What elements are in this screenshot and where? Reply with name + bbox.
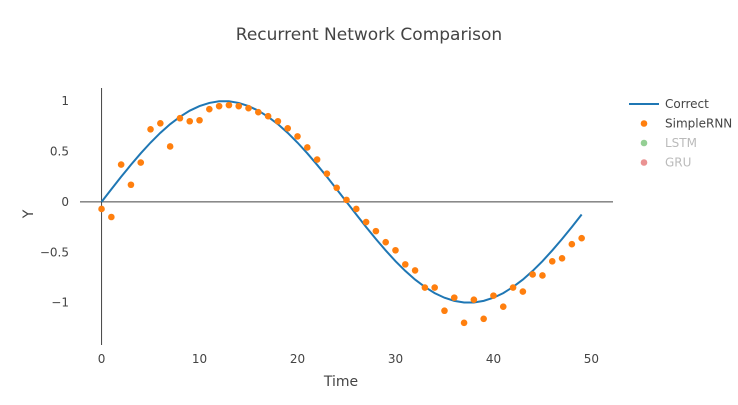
data-point-simplernn[interactable] [294, 133, 301, 140]
x-tick-label: 40 [486, 352, 501, 366]
legend-item-correct[interactable]: Correct [629, 97, 709, 111]
legend-swatch-marker [640, 139, 648, 147]
x-axis-title: Time [323, 374, 358, 390]
legend[interactable]: Correct SimpleRNN LSTM GRU [629, 97, 732, 170]
chart-title: Recurrent Network Comparison [236, 25, 502, 45]
data-point-simplernn[interactable] [127, 181, 135, 189]
data-point-simplernn[interactable] [206, 105, 213, 113]
data-point-simplernn[interactable] [441, 307, 448, 315]
data-point-simplernn[interactable] [245, 104, 252, 112]
y-tick-label: 0.5 [50, 144, 69, 158]
legend-swatch-marker [640, 120, 648, 127]
data-point-simplernn[interactable] [215, 102, 223, 110]
data-point-simplernn[interactable] [157, 119, 164, 127]
data-point-simplernn[interactable] [470, 296, 478, 303]
legend-label: SimpleRNN [665, 117, 732, 131]
data-point-simplernn[interactable] [196, 116, 203, 124]
data-point-simplernn[interactable] [352, 205, 360, 213]
data-point-simplernn[interactable] [539, 272, 546, 279]
data-point-simplernn[interactable] [362, 218, 370, 226]
data-point-simplernn[interactable] [548, 258, 556, 265]
data-point-simplernn[interactable] [98, 205, 105, 213]
x-tick-label: 0 [98, 352, 106, 366]
legend-item-simplernn[interactable]: SimpleRNN [640, 117, 733, 131]
data-point-simplernn[interactable] [166, 143, 174, 150]
x-tick-label: 50 [584, 352, 599, 366]
y-axis-title: Y [21, 209, 37, 219]
data-point-simplernn[interactable] [421, 284, 429, 291]
x-tick-label: 30 [388, 352, 403, 366]
data-point-simplernn[interactable] [519, 288, 527, 295]
legend-label: Correct [665, 97, 709, 111]
data-point-simplernn[interactable] [529, 271, 536, 278]
data-point-simplernn[interactable] [450, 294, 458, 301]
y-tick-label: −1 [51, 296, 69, 310]
data-point-simplernn[interactable] [323, 170, 331, 177]
data-point-simplernn[interactable] [558, 255, 566, 262]
legend-item-gru[interactable]: GRU [640, 156, 692, 170]
y-tick-label: 1 [61, 94, 69, 108]
y-tick-label: −0.5 [40, 245, 69, 259]
data-point-simplernn[interactable] [343, 196, 350, 204]
data-point-simplernn[interactable] [509, 284, 517, 291]
data-point-simplernn[interactable] [411, 267, 419, 274]
data-point-simplernn[interactable] [392, 246, 399, 254]
data-point-simplernn[interactable] [186, 117, 194, 125]
data-point-simplernn[interactable] [147, 126, 154, 133]
legend-item-lstm[interactable]: LSTM [640, 136, 697, 150]
data-point-simplernn[interactable] [568, 240, 576, 248]
data-point-simplernn[interactable] [225, 101, 233, 109]
x-tick-label: 20 [290, 352, 305, 366]
data-point-simplernn[interactable] [108, 213, 115, 221]
data-point-simplernn[interactable] [401, 261, 409, 268]
data-point-simplernn[interactable] [235, 102, 243, 110]
data-point-simplernn[interactable] [490, 292, 497, 299]
data-point-simplernn[interactable] [480, 315, 487, 323]
y-tick-label: 0 [61, 195, 69, 209]
data-point-simplernn[interactable] [578, 234, 585, 242]
x-tick-label: 10 [192, 352, 207, 366]
data-point-simplernn[interactable] [382, 238, 389, 246]
data-point-simplernn[interactable] [304, 144, 311, 151]
data-point-simplernn[interactable] [255, 108, 262, 116]
data-point-simplernn[interactable] [499, 303, 507, 311]
legend-swatch-marker [640, 159, 648, 166]
axes: 0 10 20 30 40 50 1 0.5 0 −0.5 −1 [40, 88, 613, 366]
legend-label: LSTM [665, 136, 697, 150]
data-point-simplernn[interactable] [264, 112, 272, 120]
data-point-simplernn[interactable] [176, 114, 184, 122]
data-point-simplernn[interactable] [117, 161, 125, 168]
data-point-simplernn[interactable] [460, 319, 468, 327]
plot-area[interactable] [98, 100, 585, 327]
data-point-simplernn[interactable] [313, 156, 321, 163]
data-point-simplernn[interactable] [333, 184, 341, 192]
legend-label: GRU [665, 156, 691, 170]
data-point-simplernn[interactable] [431, 284, 438, 291]
data-point-simplernn[interactable] [372, 227, 380, 235]
data-point-simplernn[interactable] [274, 117, 282, 125]
data-point-simplernn[interactable] [137, 159, 145, 166]
data-point-simplernn[interactable] [284, 125, 292, 132]
